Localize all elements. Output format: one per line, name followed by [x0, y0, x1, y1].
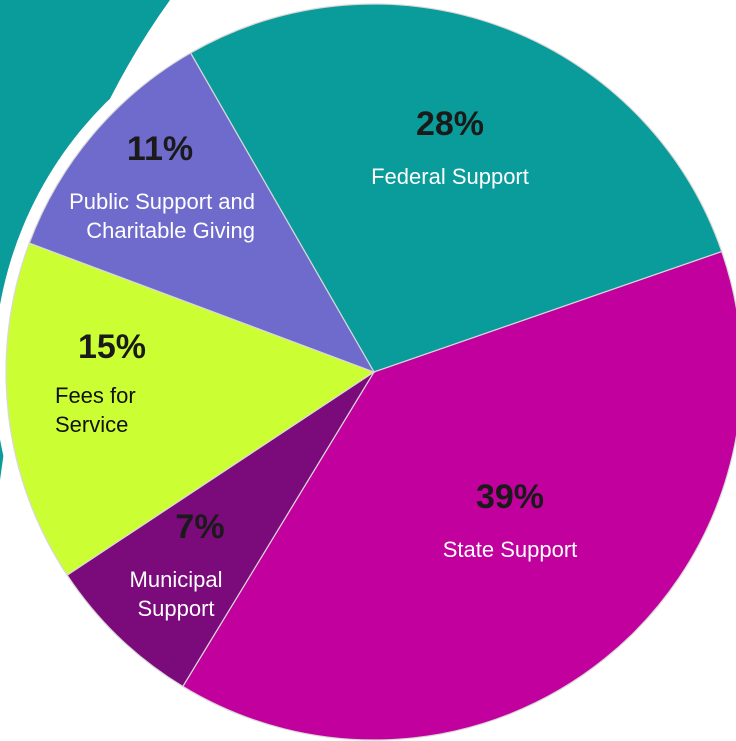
- pie-slice: [66, 371, 375, 688]
- data-label: 15%: [77, 328, 147, 366]
- slice-label: Fees for Service: [55, 383, 136, 437]
- pie-slice: [5, 242, 376, 576]
- data-label: 39%: [475, 478, 545, 516]
- pie-slice: [181, 250, 736, 741]
- background-shape: [0, 0, 170, 480]
- pie-slice: [189, 3, 723, 373]
- data-label: 28%: [415, 105, 485, 143]
- slice-label: Federal Support: [371, 164, 529, 189]
- slice-label: Municipal Support: [129, 567, 223, 621]
- slice-label: Public Support and Charitable Giving: [69, 189, 255, 243]
- data-label: 11%: [126, 130, 194, 168]
- data-label: 7%: [175, 508, 225, 546]
- pie-slice: [28, 52, 376, 374]
- slice-label: State Support: [442, 537, 578, 562]
